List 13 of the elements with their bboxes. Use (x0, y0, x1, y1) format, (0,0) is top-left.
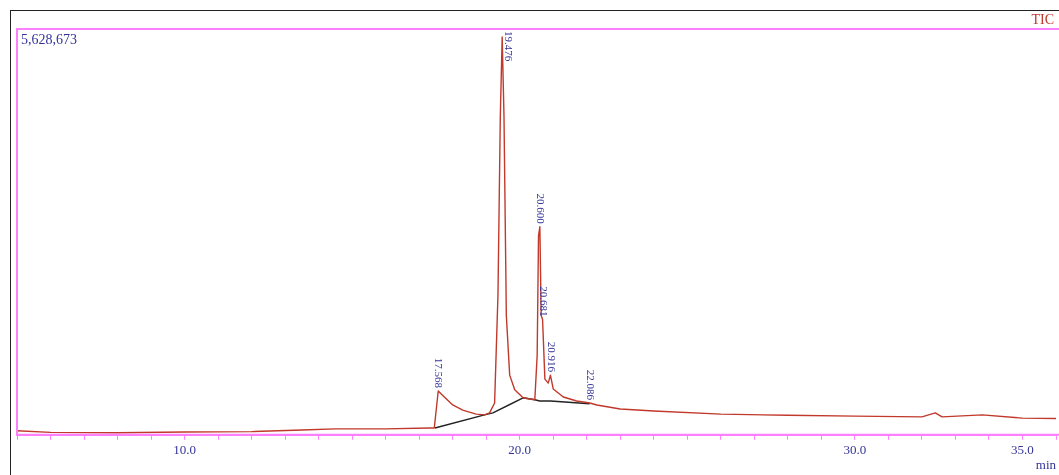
x-tick-label: 30.0 (843, 442, 867, 458)
x-tick-label: 35.0 (1011, 442, 1034, 458)
annotation: 5,628,673 (21, 31, 77, 47)
x-tick-label: 20.0 (508, 442, 532, 458)
annotation: 22.086 (584, 369, 597, 401)
annotation: 20.600 (534, 193, 547, 225)
text: TIC (1031, 11, 1054, 27)
annotation: 20.916 (545, 341, 558, 373)
annotation: 17.568 (433, 357, 446, 389)
annotation: 20.681 (537, 286, 550, 317)
x-axis-title: min (1035, 456, 1057, 472)
annotation: 19.476 (503, 31, 516, 62)
x-tick-label: 10.0 (173, 442, 196, 458)
